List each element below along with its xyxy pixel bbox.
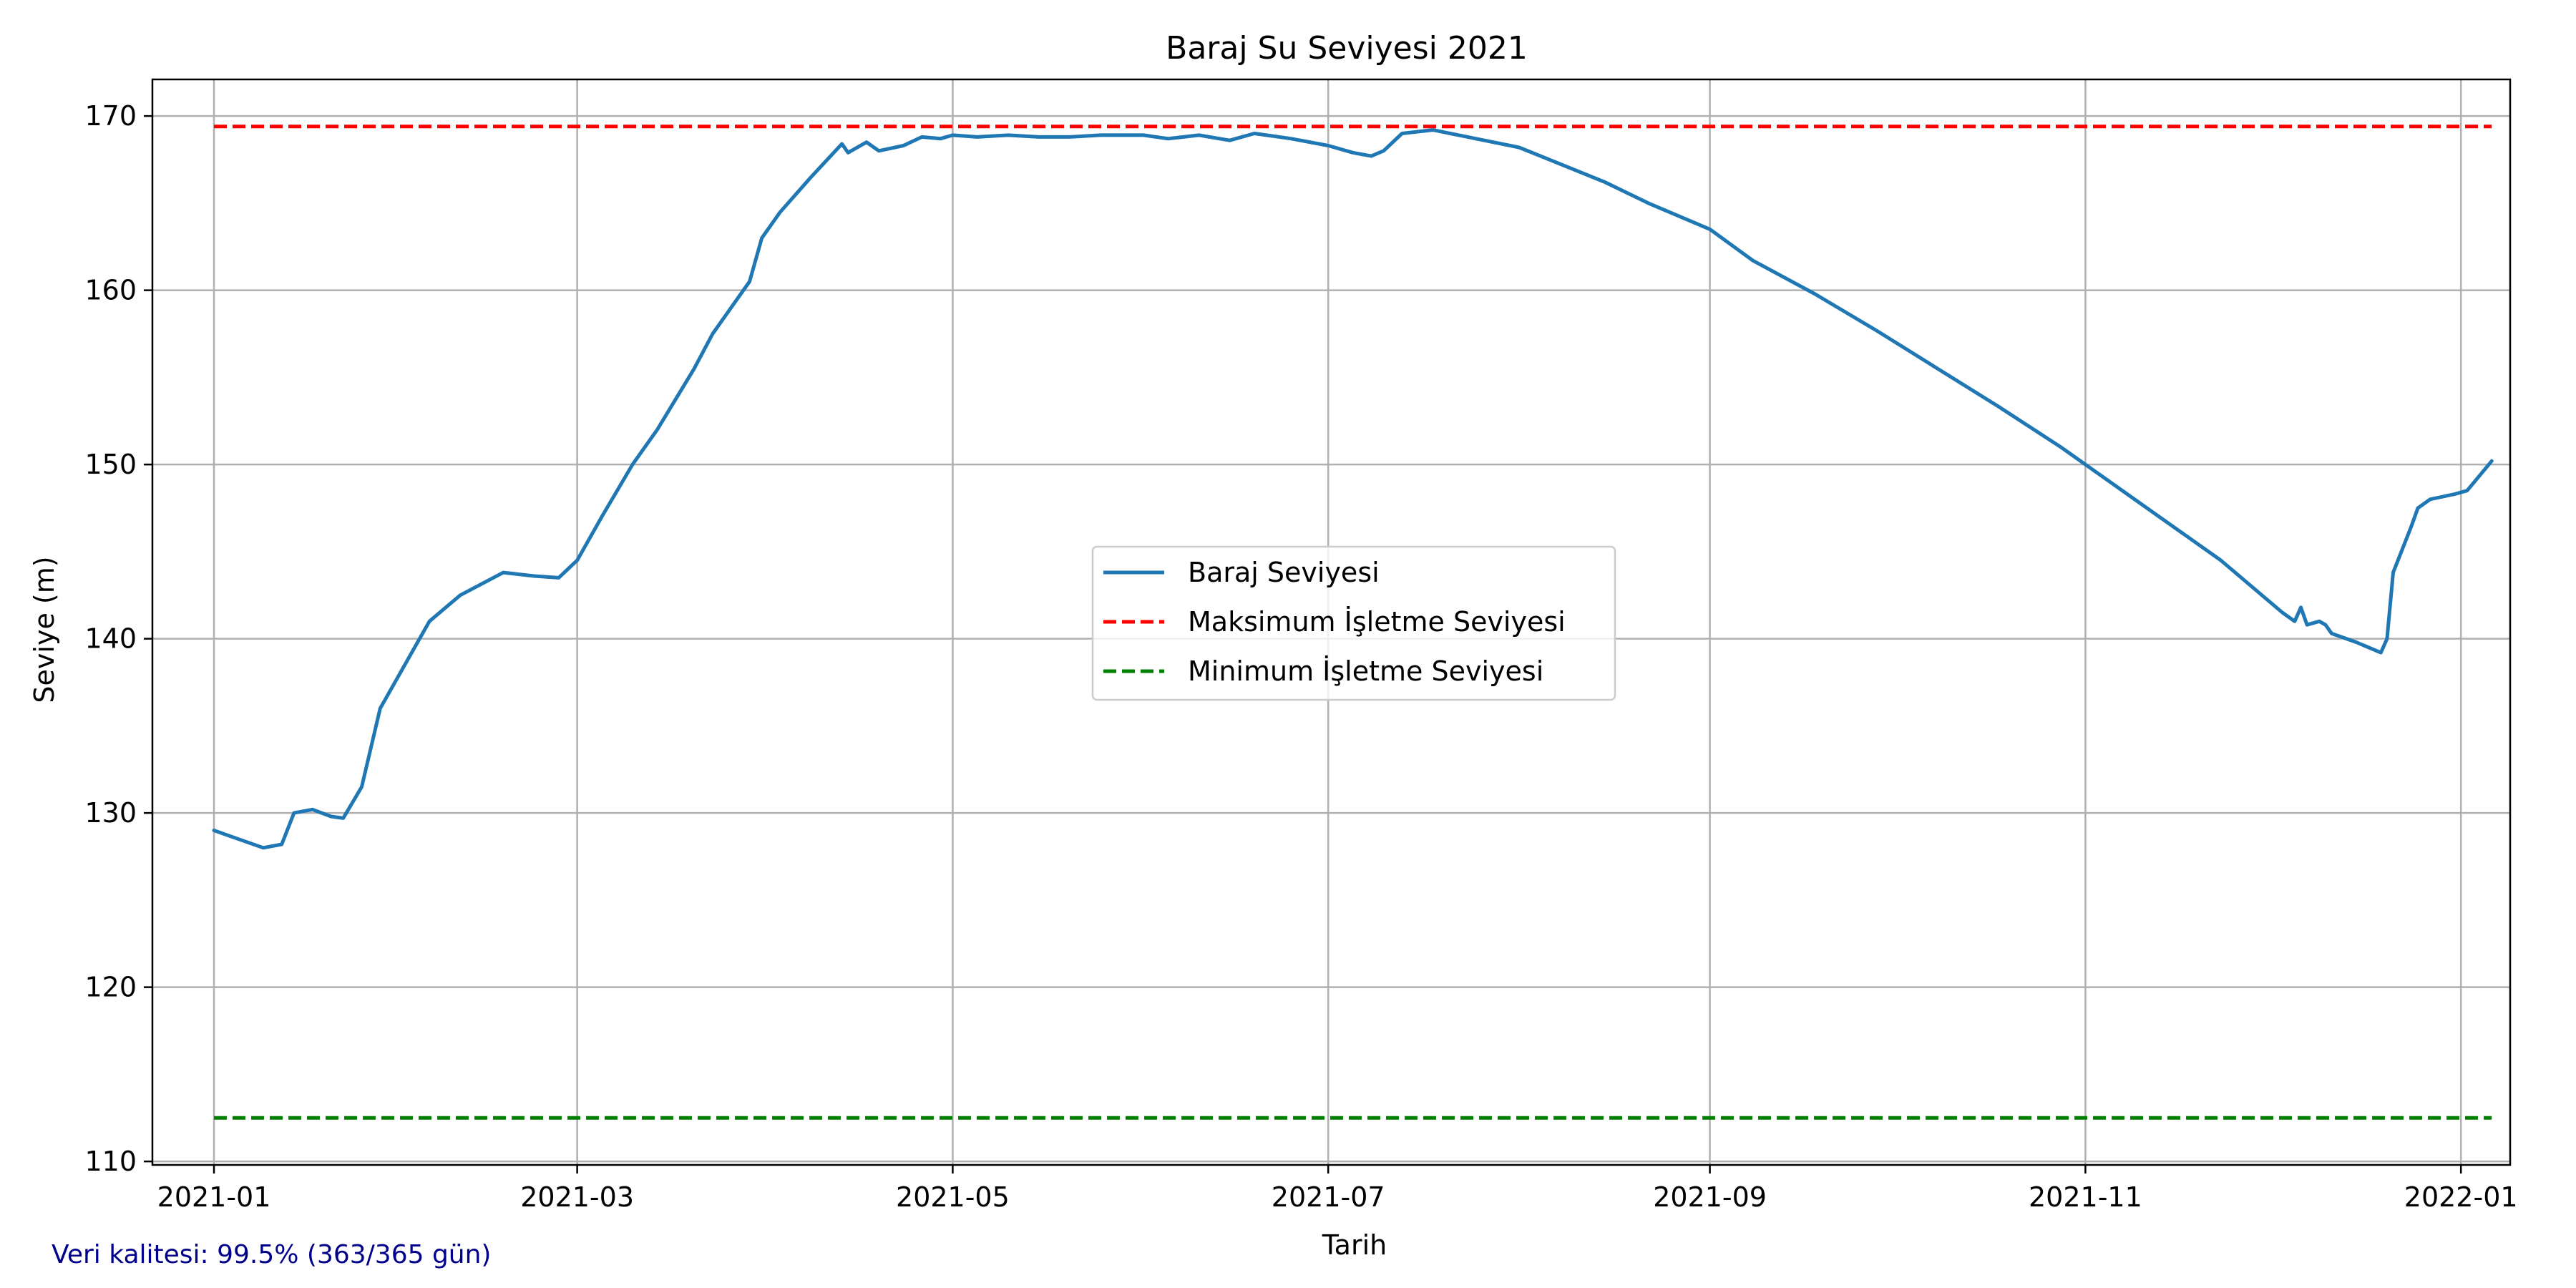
y-axis: 110 120 130 140 150 160 170	[84, 100, 152, 1177]
x-tick-label: 2021-03	[520, 1181, 634, 1213]
y-tick-label: 120	[84, 972, 137, 1003]
y-tick-label: 150	[84, 449, 137, 480]
y-tick-label: 110	[84, 1146, 137, 1177]
x-axis-label: Tarih	[1322, 1229, 1387, 1261]
y-tick-label: 130	[84, 797, 137, 829]
x-tick-label: 2021-11	[2029, 1181, 2142, 1213]
x-tick-label: 2021-01	[157, 1181, 271, 1213]
x-tick-label: 2021-07	[1272, 1181, 1385, 1213]
legend-box	[1091, 545, 1616, 701]
y-tick-label: 140	[84, 623, 137, 655]
legend-label-2: Maksimum İşletme Seviyesi	[1188, 606, 1566, 638]
x-axis: 2021-01 2021-03 2021-05 2021-07 2021-09 2021-…	[157, 1165, 2518, 1213]
legend: Baraj Seviyesi Maksimum İşletme Seviyesi M…	[1091, 545, 1616, 701]
y-tick-label: 160	[84, 275, 137, 306]
y-tick-label: 170	[84, 100, 137, 132]
x-tick-label: 2022-01	[2404, 1181, 2518, 1213]
plot-lines	[212, 125, 2494, 1120]
x-tick-label: 2021-05	[896, 1181, 1010, 1213]
y-axis-label: Seviye (m)	[29, 556, 60, 703]
legend-label-3: Minimum İşletme Seviyesi	[1188, 655, 1543, 687]
legend-label-1: Baraj Seviyesi	[1188, 557, 1380, 588]
chart-title: Baraj Su Seviyesi 2021	[1166, 30, 1528, 67]
x-tick-label: 2021-09	[1653, 1181, 1767, 1213]
plot-frame	[151, 78, 2512, 1166]
data-quality-note: Veri kalitesi: 99.5% (363/365 gün)	[52, 1240, 492, 1269]
series-line-1	[212, 128, 2494, 850]
